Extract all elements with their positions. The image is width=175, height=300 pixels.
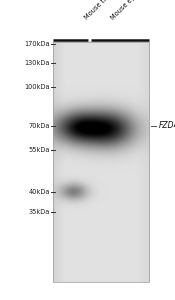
Text: 40kDa: 40kDa	[28, 189, 50, 195]
Text: Mouse eye: Mouse eye	[110, 0, 139, 21]
Text: 55kDa: 55kDa	[28, 147, 50, 153]
Bar	[52, 42, 149, 282]
Text: 70kDa: 70kDa	[28, 123, 50, 129]
Text: 130kDa: 130kDa	[24, 60, 50, 66]
Text: Mouse trachea: Mouse trachea	[83, 0, 122, 21]
Text: 35kDa: 35kDa	[29, 208, 50, 214]
Text: FZD4: FZD4	[159, 122, 175, 130]
Text: 170kDa: 170kDa	[24, 40, 50, 46]
Text: 100kDa: 100kDa	[24, 84, 50, 90]
